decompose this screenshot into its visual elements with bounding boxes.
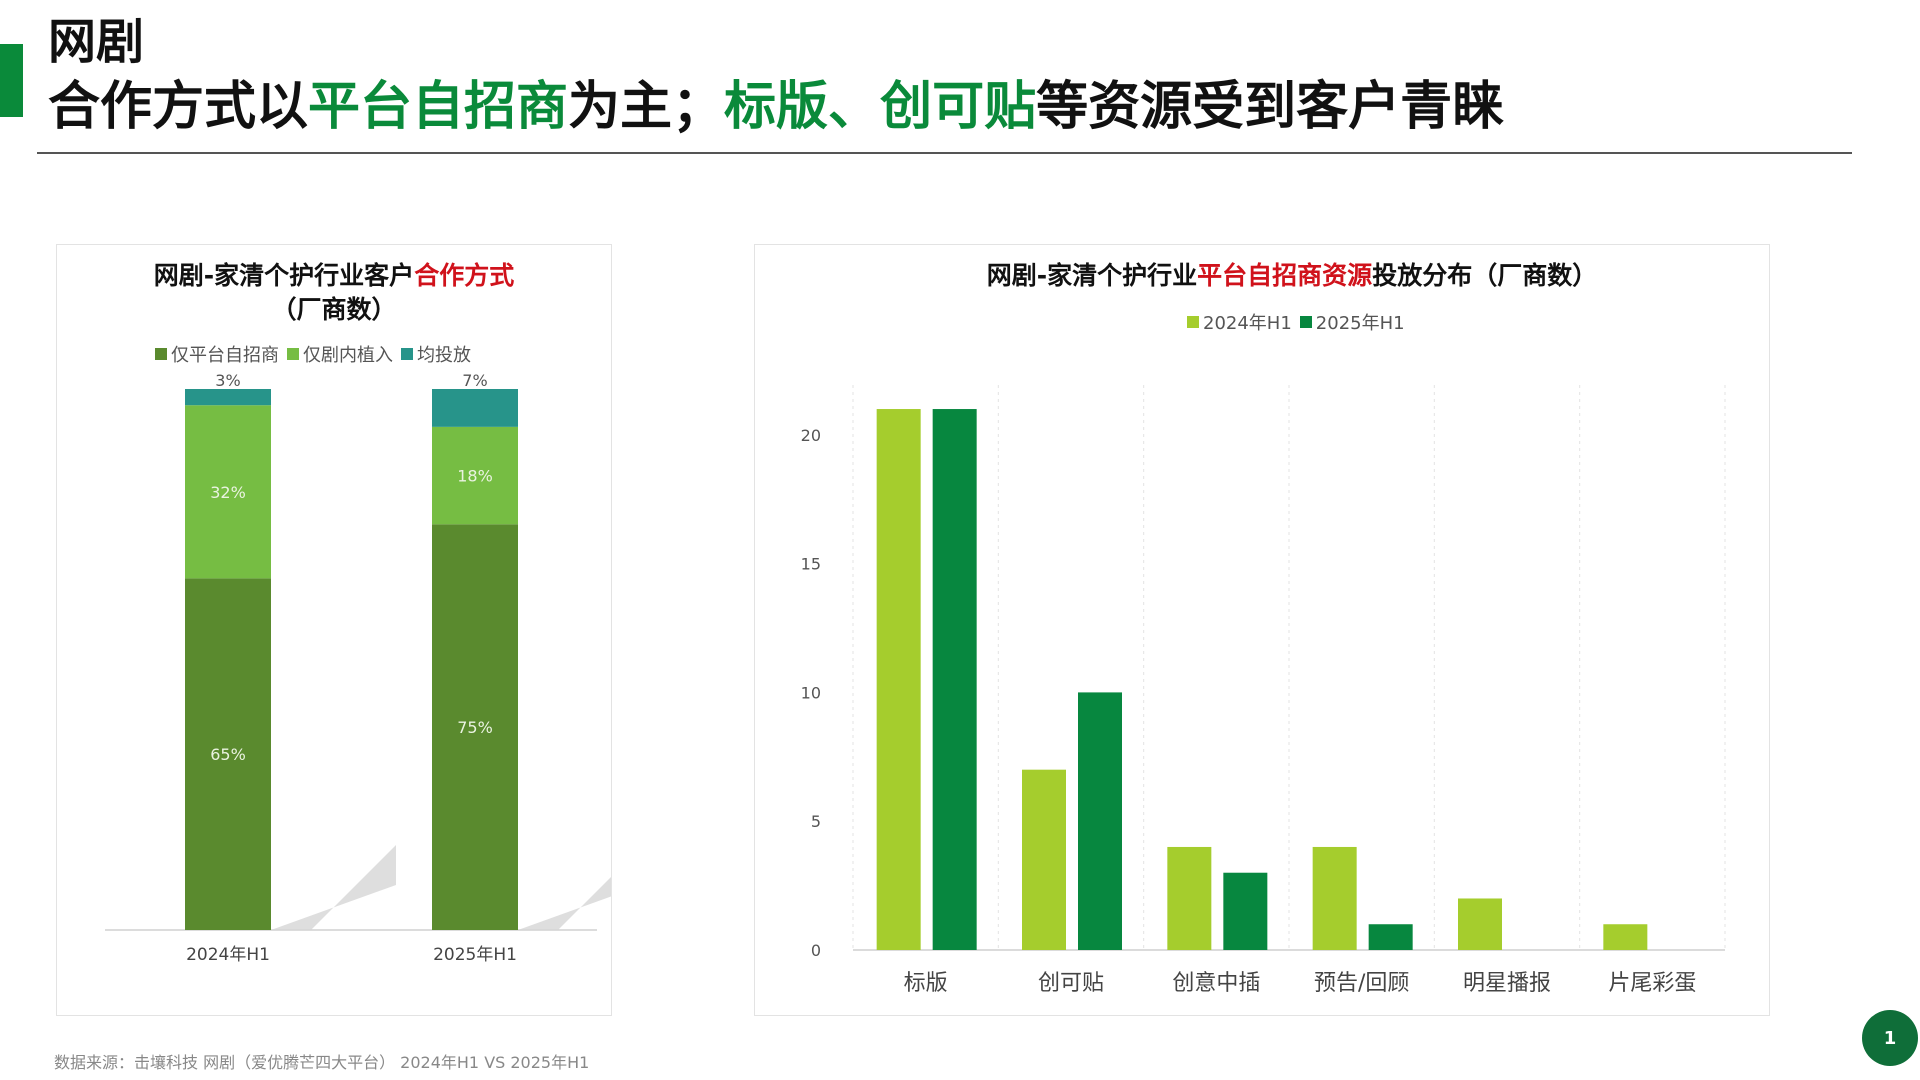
right-chart-title-suffix: 投放分布（厂商数） [1372,261,1598,290]
bar [1603,924,1648,950]
bar-shadow [271,845,396,930]
legend-item: 仅平台自招商 [155,341,279,367]
segment-data-label: 32% [210,483,246,502]
bar [876,409,921,950]
x-tick-label: 明星播报 [1463,971,1551,996]
bar [1078,692,1122,950]
right-chart-title: 网剧-家清个护行业平台自招商资源投放分布（厂商数） [755,259,1769,293]
y-tick-label: 10 [801,683,821,702]
left-chart-subtitle: （厂商数） [271,295,397,324]
page-headline: 合作方式以平台自招商为主；标版、创可贴等资源受到客户青睐 [48,76,1504,138]
legend-label: 仅平台自招商 [171,345,279,366]
x-tick-label: 预告/回顾 [1314,971,1409,996]
legend-label: 仅剧内植入 [303,345,393,366]
bar [1022,769,1066,950]
segment-data-label: 7% [462,371,487,390]
cooperation-mode-chart-panel: 网剧-家清个护行业客户合作方式 （厂商数） 仅平台自招商 仅剧内植入 均投放 6… [56,244,612,1016]
grouped-bar-chart: 0 5 10 15 20 标版 创可贴 创意中插 预告/回顾 明星播报 片尾彩蛋 [801,385,1726,996]
headline-part-highlight: 平台自招商 [308,77,569,137]
resource-distribution-chart-panel: 网剧-家清个护行业平台自招商资源投放分布（厂商数） 2024年H1 2025年H… [754,244,1770,1016]
legend-item: 均投放 [401,341,471,367]
bar [1167,846,1212,950]
legend-swatch [1299,316,1312,328]
headline-part-highlight: 创可贴 [880,77,1037,137]
stacked-bar-segment [432,389,518,427]
legend-item: 2024年H1 [1187,309,1292,335]
stacked-bar-chart: 65% 32% 3% 2024年H1 75% 18% 7% 2025年H1 [105,371,611,965]
title-divider [37,152,1852,154]
y-tick-label: 5 [811,812,821,831]
right-chart-title-highlight: 平台自招商资源 [1197,261,1373,290]
right-chart-legend: 2024年H1 2025年H1 [1187,309,1405,335]
legend-swatch [1187,316,1199,328]
bar-shadow [518,877,611,930]
legend-label: 2025年H1 [1315,313,1405,334]
accent-bar [0,44,23,117]
left-chart-title-highlight: 合作方式 [414,261,515,290]
x-tick-label: 2024年H1 [186,945,270,965]
headline-part-highlight: 标版、 [724,77,881,137]
left-chart-legend: 仅平台自招商 仅剧内植入 均投放 [155,341,471,367]
bar [1458,898,1502,950]
stacked-bar-segment [432,524,518,930]
bar [1368,924,1413,950]
bar [1223,872,1268,950]
x-tick-label: 片尾彩蛋 [1608,971,1696,996]
stacked-bar-segment [185,405,271,579]
segment-data-label: 3% [215,371,240,390]
stacked-bar-segment [185,578,271,930]
stacked-bar-segment [432,426,518,525]
y-tick-label: 20 [801,426,821,445]
left-chart-title: 网剧-家清个护行业客户合作方式 [57,259,611,293]
legend-label: 2024年H1 [1203,313,1292,334]
x-tick-label: 2025年H1 [433,945,517,965]
x-tick-label: 标版 [904,971,948,996]
stacked-bar-segment [185,389,271,406]
headline-part: 等资源受到客户青睐 [1036,77,1505,137]
headline-part: 合作方式以 [48,77,309,137]
legend-item: 2025年H1 [1299,309,1405,335]
headline-part: 为主； [568,77,725,137]
legend-item: 仅剧内植入 [287,341,393,367]
bar [1312,846,1357,950]
right-chart-title-prefix: 网剧-家清个护行业 [986,261,1198,290]
segment-data-label: 18% [457,467,493,486]
legend-label: 均投放 [417,345,471,366]
x-tick-label: 创意中插 [1172,971,1260,996]
data-source-note: 数据来源：击壤科技 网剧（爱优腾芒四大平台） 2024年H1 VS 2025年H… [54,1053,590,1072]
legend-swatch [401,348,413,360]
legend-swatch [155,348,167,360]
y-tick-label: 0 [811,941,821,960]
x-tick-label: 创可贴 [1038,971,1104,996]
page-number-badge: 1 [1862,1010,1918,1066]
bar [932,409,977,950]
y-tick-label: 15 [801,555,821,574]
legend-swatch [287,348,299,360]
left-chart-title-prefix: 网剧-家清个护行业客户 [153,261,415,290]
segment-data-label: 65% [210,745,246,764]
segment-data-label: 75% [457,718,493,737]
section-kicker: 网剧 [48,14,145,70]
